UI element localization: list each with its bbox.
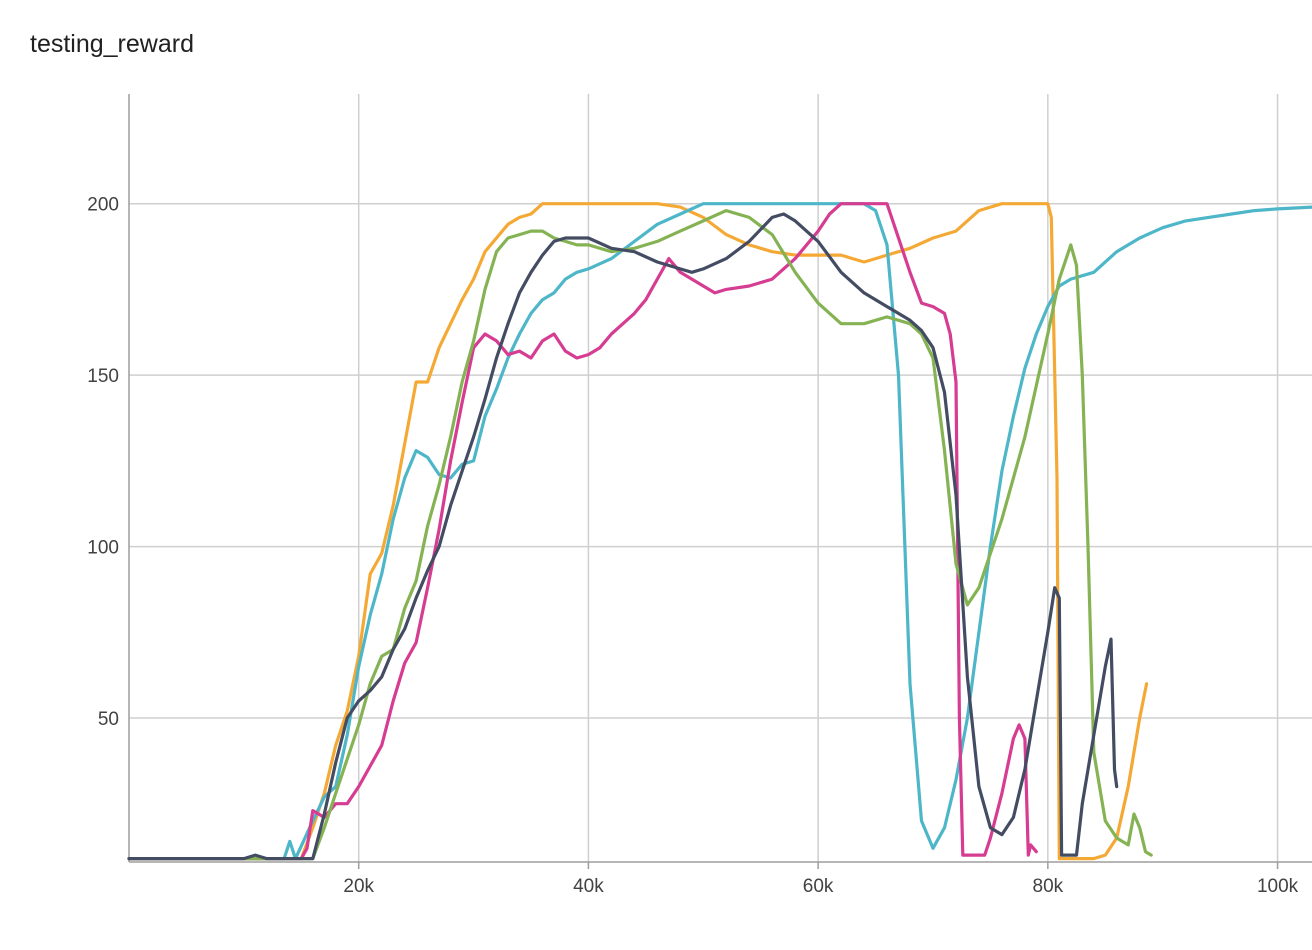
x-tick-label: 20k xyxy=(343,876,374,897)
y-tick-label: 200 xyxy=(87,195,119,216)
tick-labels: 50 100 150 200 20k 40k 60k 80k 100k xyxy=(87,195,1298,897)
x-tick-label: 100k xyxy=(1257,876,1299,897)
series-line-5 xyxy=(127,212,1119,861)
series-line-4 xyxy=(127,209,1153,861)
series-line-2 xyxy=(127,202,1312,861)
y-tick-label: 100 xyxy=(87,538,119,559)
series-line-1 xyxy=(127,202,1149,861)
chart-title: testing_reward xyxy=(30,30,194,58)
series-line-3 xyxy=(127,202,1038,861)
axes xyxy=(128,94,1312,869)
x-tick-label: 60k xyxy=(803,876,834,897)
y-tick-label: 50 xyxy=(98,709,119,730)
series-layer xyxy=(127,202,1312,861)
x-tick-label: 80k xyxy=(1033,876,1064,897)
y-tick-label: 150 xyxy=(87,366,119,387)
grid-lines xyxy=(129,94,1312,862)
x-tick-label: 40k xyxy=(573,876,604,897)
